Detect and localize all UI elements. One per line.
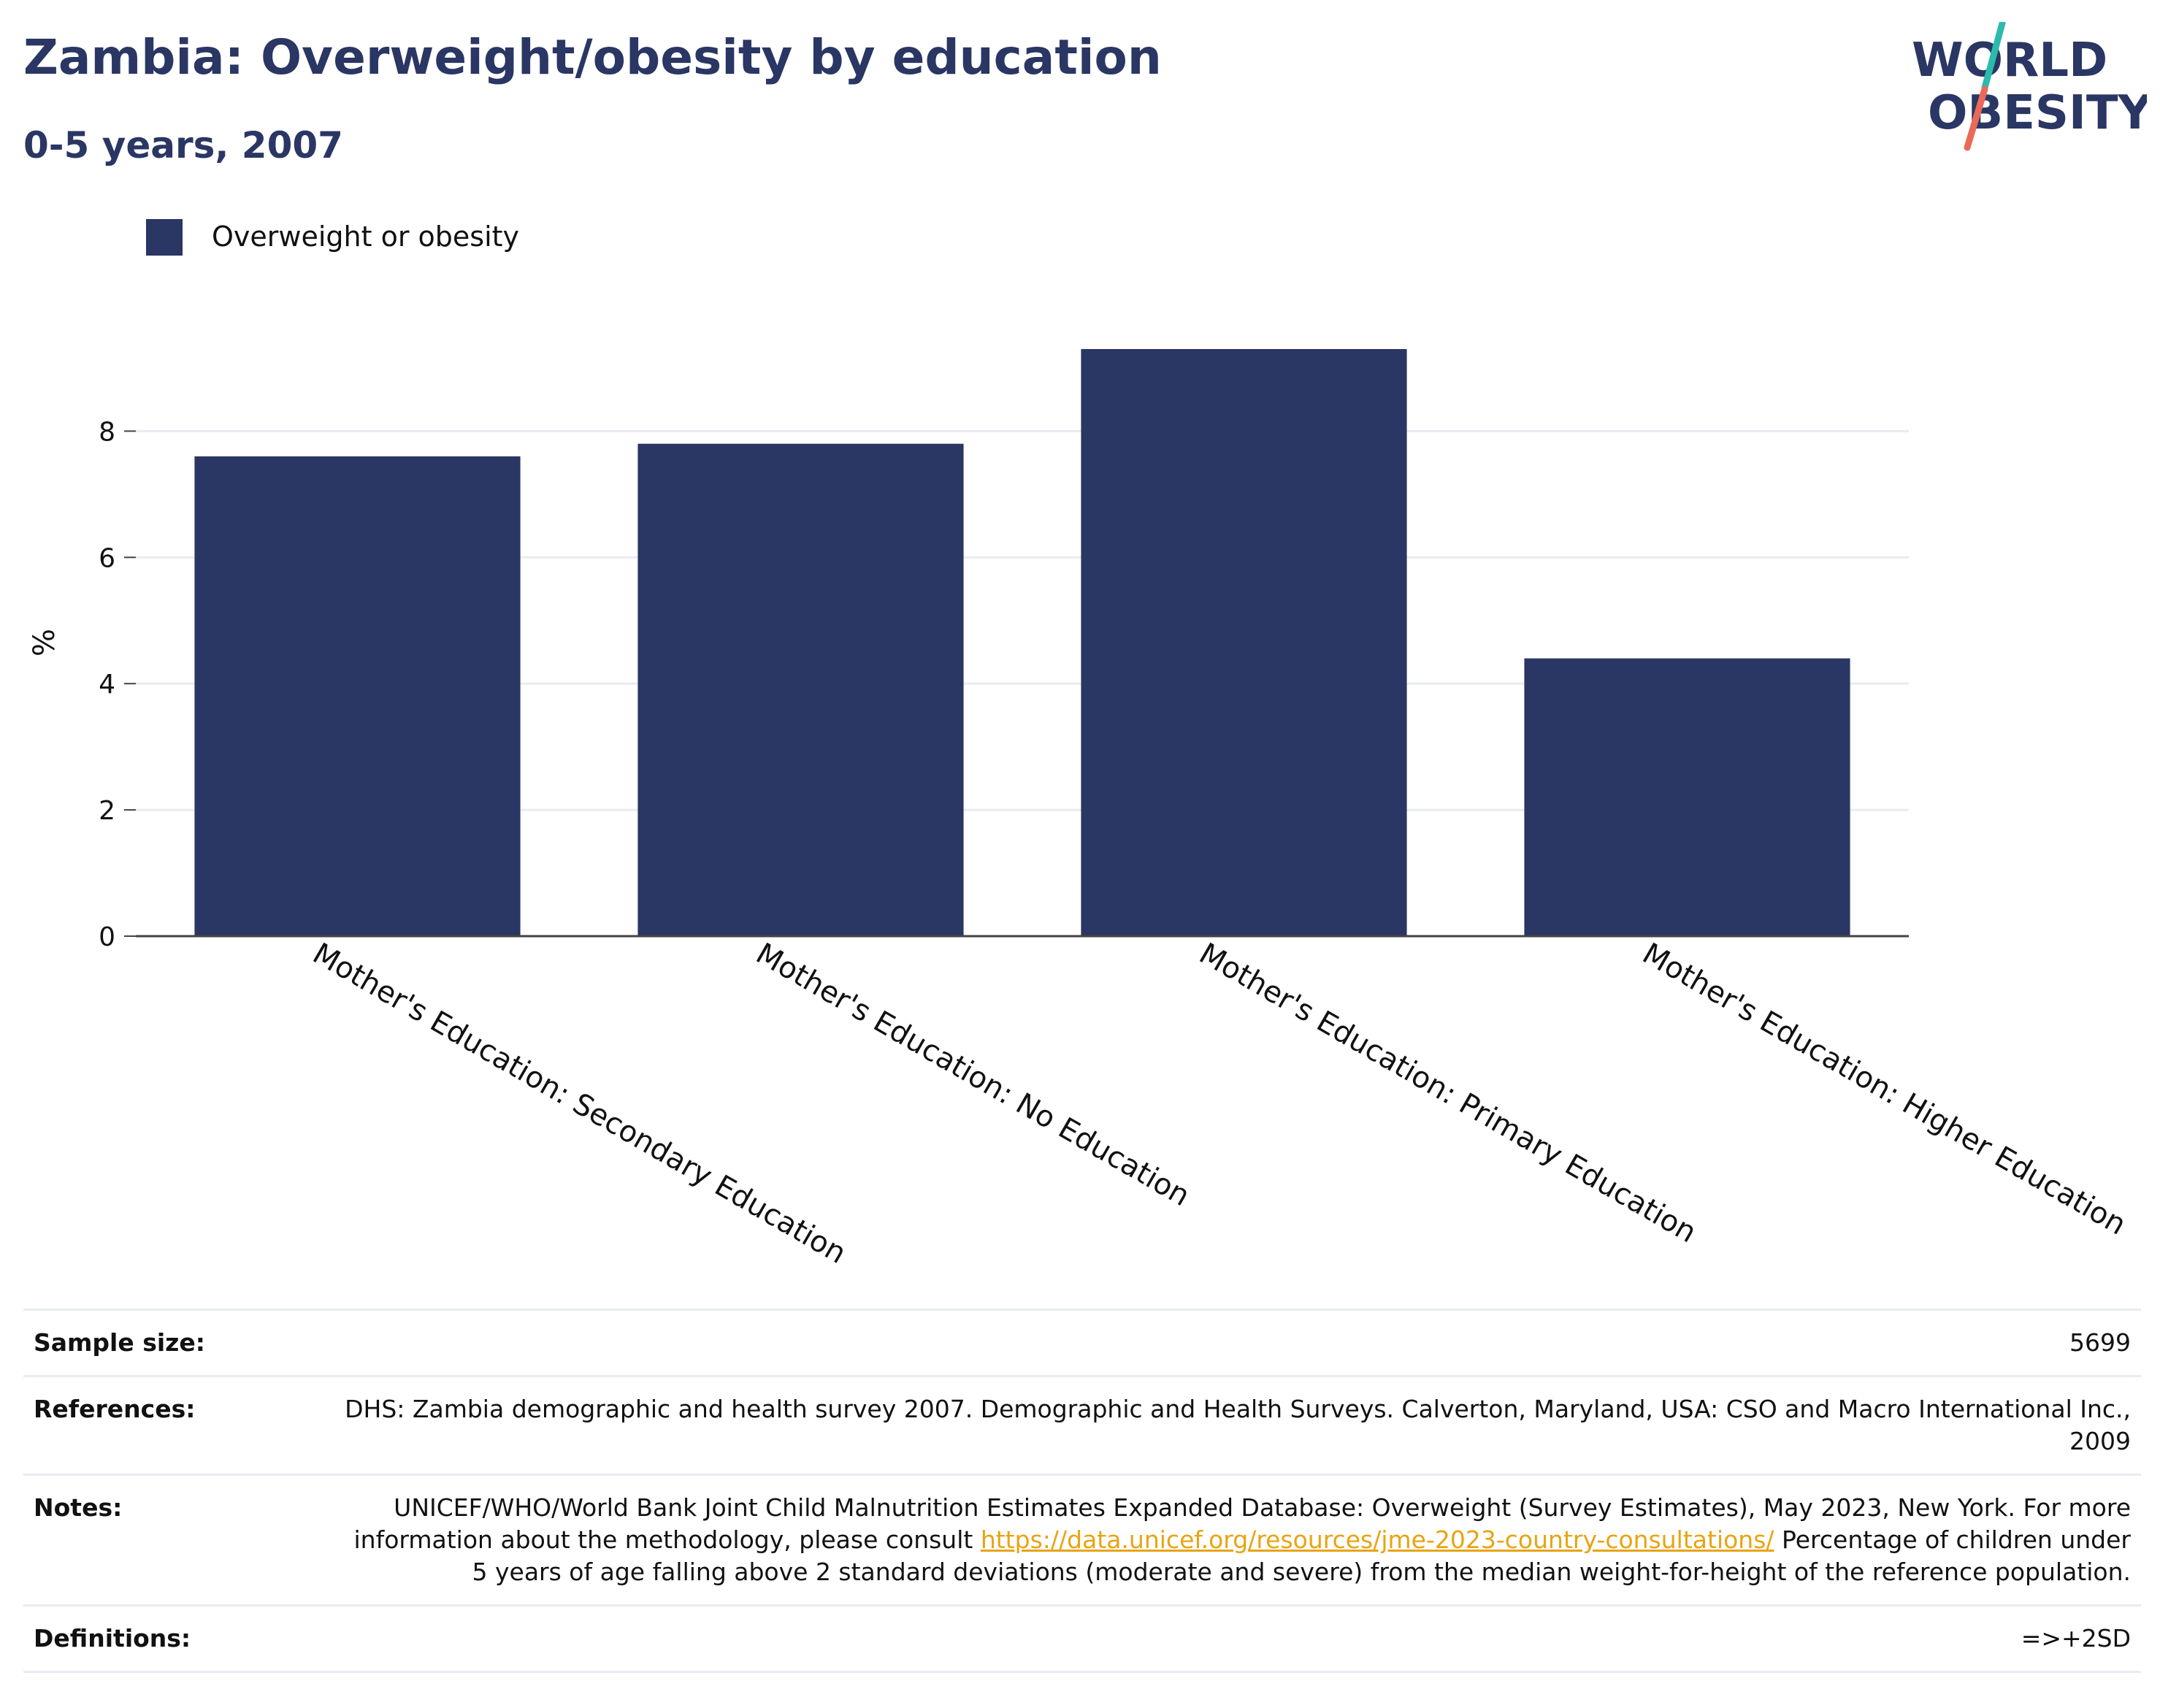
logo-line1: WORLD [1912,34,2107,88]
y-tick-label: 4 [99,670,115,700]
sample-size-value: 5699 [340,1309,2141,1377]
y-tick-label: 0 [99,922,115,952]
notes-text-before: UNICEF/WHO/World Bank Joint Child Malnut… [353,1493,2132,1554]
bar-chart: 0 2 4 6 8% Mother's Education: Secondary Educ… [28,349,2132,1271]
y-tick-label: 8 [99,417,115,447]
meta-row-references: References: DHS: Zambia demographic and … [23,1375,2141,1476]
references-value: DHS: Zambia demographic and health surve… [340,1375,2141,1476]
logo-line2: OBESITY [1928,86,2147,140]
x-tick-label-2: Mother's Education: No Education [751,937,1195,1213]
references-label: References: [23,1375,340,1476]
notes-value: UNICEF/WHO/World Bank Joint Child Malnut… [340,1474,2141,1606]
notes-link[interactable]: https://data.unicef.org/resources/jme-20… [980,1525,1774,1554]
page-title: Zambia: Overweight/obesity by education [23,29,1162,85]
bar-1 [194,456,521,936]
legend-label: Overweight or obesity [212,221,520,253]
x-tick-label-4: Mother's Education: Higher Education [1637,937,2132,1242]
bar-3 [1081,349,1407,936]
legend-swatch [146,219,183,256]
definitions-label: Definitions: [23,1604,340,1673]
meta-row-definitions: Definitions: =>+2SD [23,1604,2141,1673]
bar-4 [1524,658,1850,936]
metadata-table: Sample size: 5699 References: DHS: Zambi… [23,1309,2141,1673]
y-tick-label: 2 [99,796,115,826]
y-axis-label: % [28,629,61,656]
logo-slash-coral [1964,85,1988,151]
x-tick-label-1: Mother's Education: Secondary Education [307,937,852,1271]
meta-row-notes: Notes: UNICEF/WHO/World Bank Joint Child… [23,1474,2141,1606]
page-subtitle: 0-5 years, 2007 [23,124,343,166]
x-tick-label-3: Mother's Education: Primary Education [1194,937,1702,1250]
notes-label: Notes: [23,1474,340,1606]
meta-row-sample-size: Sample size: 5699 [23,1309,2141,1377]
world-obesity-logo: WORLD OBESITY [1912,22,2147,151]
logo-slash-teal [1981,22,2006,91]
notes-text-after: Percentage of children under 5 years of … [472,1525,2131,1586]
definitions-value: =>+2SD [340,1604,2141,1673]
sample-size-label: Sample size: [23,1309,340,1377]
y-tick-label: 6 [99,543,115,573]
bar-2 [637,443,964,936]
